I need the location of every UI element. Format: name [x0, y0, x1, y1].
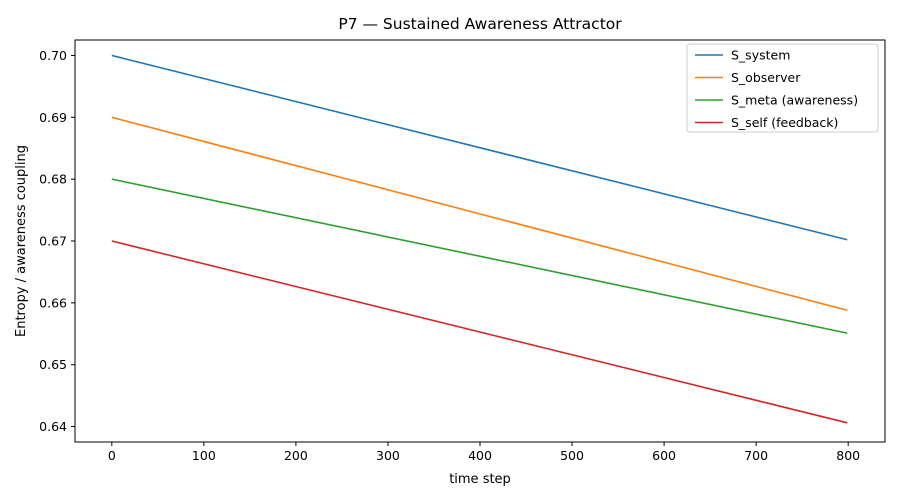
- x-tick-label: 0: [108, 448, 116, 463]
- y-axis-title: Entropy / awareness coupling: [14, 145, 29, 337]
- y-tick-label: 0.64: [39, 419, 67, 434]
- x-tick-label: 500: [560, 448, 584, 463]
- x-axis: 0 100 200 300 400 500 600 700 800: [108, 442, 860, 463]
- x-tick-label: 700: [744, 448, 768, 463]
- legend-label-4: S_self (feedback): [731, 115, 838, 130]
- legend-label-1: S_system: [731, 48, 790, 63]
- chart-title: P7 — Sustained Awareness Attractor: [338, 15, 622, 33]
- y-tick-label: 0.65: [39, 357, 67, 372]
- series-line-4: [111, 240, 848, 424]
- legend-label-2: S_observer: [731, 70, 801, 85]
- y-tick-label: 0.66: [39, 295, 67, 310]
- legend: S_system S_observer S_meta (awareness) S_se…: [686, 43, 879, 133]
- x-tick-label: 400: [468, 448, 492, 463]
- legend-label-3: S_meta (awareness): [731, 93, 858, 108]
- series-layer: [111, 54, 848, 424]
- y-tick-label: 0.70: [39, 48, 67, 63]
- series-line-3: [111, 178, 848, 334]
- series-line-1: [111, 54, 848, 241]
- x-tick-label: 300: [376, 448, 400, 463]
- y-tick-label: 0.67: [39, 234, 67, 249]
- x-tick-label: 800: [836, 448, 860, 463]
- x-axis-title: time step: [449, 472, 511, 487]
- y-axis: 0.64 0.65 0.66 0.67 0.68 0.69 0.70: [39, 48, 75, 434]
- y-tick-label: 0.68: [39, 172, 67, 187]
- x-tick-label: 600: [652, 448, 676, 463]
- y-tick-label: 0.69: [39, 110, 67, 125]
- x-tick-label: 100: [192, 448, 216, 463]
- x-tick-label: 200: [284, 448, 308, 463]
- series-line-2: [111, 116, 848, 312]
- legend-box: [686, 43, 879, 133]
